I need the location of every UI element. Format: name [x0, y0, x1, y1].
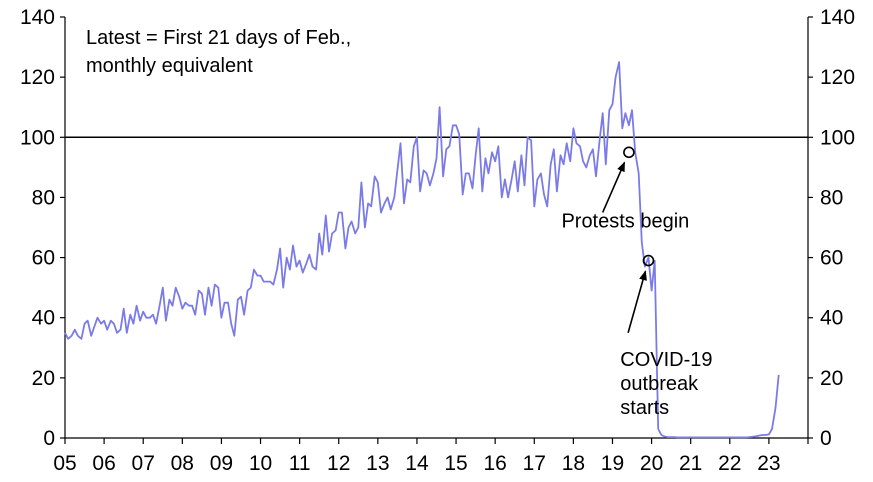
x-tick-label: 14	[405, 452, 429, 475]
covid-annotation-arrow	[627, 270, 647, 333]
x-tick-label: 11	[289, 452, 311, 475]
x-tick-label: 10	[249, 452, 272, 475]
x-tick-label: 15	[444, 452, 467, 475]
y-tick-label-left: 80	[32, 186, 55, 209]
y-tick-label-right: 40	[820, 307, 843, 330]
x-tick-label: 19	[601, 452, 624, 475]
x-tick-label: 05	[53, 452, 76, 475]
y-tick-label-left: 40	[32, 307, 55, 330]
x-tick-label: 18	[562, 452, 585, 475]
x-tick-label: 06	[92, 452, 115, 475]
protests-annotation-label: Protests begin	[561, 211, 689, 233]
y-tick-label-right: 120	[820, 66, 855, 89]
x-tick-label: 17	[523, 452, 546, 475]
covid-annotation-label: COVID-19	[620, 349, 712, 371]
y-axis-left: 0 20 40 60 80 100 120 140	[20, 6, 66, 450]
y-tick-label-right: 80	[820, 186, 843, 209]
note-line-1: Latest = First 21 days of Feb.,	[86, 27, 351, 49]
x-tick-label: 22	[718, 452, 741, 475]
x-tick-label: 16	[483, 452, 506, 475]
covid-annotation-marker	[642, 254, 655, 267]
y-tick-label-left: 60	[32, 247, 55, 270]
note-line-2: monthly equivalent	[86, 55, 253, 77]
x-tick-label: 23	[757, 452, 780, 475]
y-tick-label-right: 0	[820, 427, 832, 450]
x-axis: 05 06 07 08 09 10 11 12 13 14 15 16 17 18 19 20 21 22 23	[53, 437, 809, 475]
y-axis-right: 0 20 40 60 80 100 120 140	[807, 6, 855, 450]
y-tick-label-left: 140	[20, 6, 55, 29]
y-tick-label-right: 140	[820, 6, 855, 29]
covid-annotation-label: outbreak	[620, 373, 699, 395]
y-tick-label-left: 20	[32, 367, 55, 390]
x-tick-label: 07	[132, 452, 155, 475]
protests-annotation-marker	[623, 146, 635, 159]
y-tick-label-left: 0	[43, 427, 55, 450]
y-tick-label-left: 120	[20, 66, 55, 89]
x-tick-label: 20	[640, 452, 663, 475]
x-tick-label: 21	[679, 452, 702, 475]
y-tick-label-right: 20	[820, 367, 843, 390]
series-layer	[64, 61, 780, 439]
y-tick-label-right: 60	[820, 247, 843, 270]
series-line	[64, 61, 780, 439]
x-tick-label: 08	[171, 452, 194, 475]
y-tick-label-right: 100	[820, 126, 855, 149]
x-tick-label: 12	[327, 452, 350, 475]
y-tick-label-left: 100	[20, 126, 55, 149]
x-tick-label: 13	[366, 452, 389, 475]
x-tick-label: 09	[210, 452, 233, 475]
protests-annotation-arrow	[601, 161, 626, 213]
covid-annotation-label: starts	[620, 397, 669, 419]
